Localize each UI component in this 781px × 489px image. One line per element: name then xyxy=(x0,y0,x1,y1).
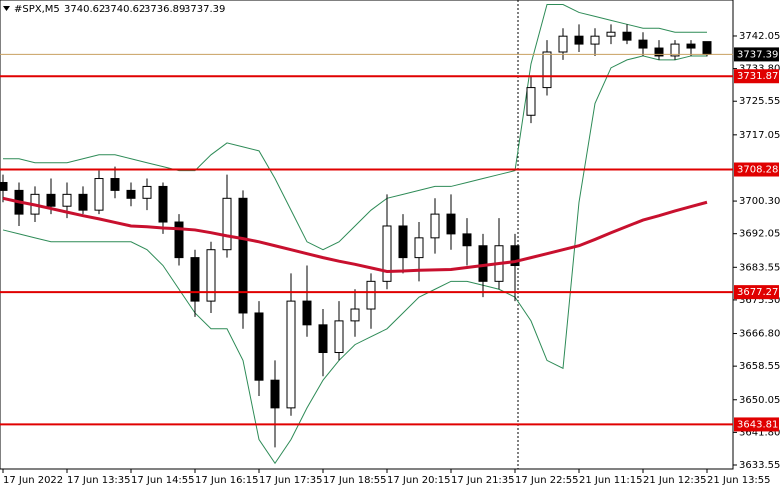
candle-body xyxy=(334,320,344,354)
x-tick-label: 21 Jun 11:15 xyxy=(579,475,643,486)
x-tick-label: 17 Jun 16:15 xyxy=(195,475,259,486)
x-tick-label: 21 Jun 13:55 xyxy=(707,475,771,486)
candle-body xyxy=(78,193,88,211)
candle-body xyxy=(654,47,664,57)
x-tick-label: 17 Jun 20:15 xyxy=(387,475,451,486)
candle-body xyxy=(142,185,152,199)
header-high: 3740.62 xyxy=(104,4,145,15)
candle-body xyxy=(0,181,8,191)
candle-body xyxy=(478,245,488,282)
candle-body xyxy=(574,35,584,45)
level-label-box xyxy=(734,162,779,177)
candle-body xyxy=(558,35,568,53)
lower-band xyxy=(2,55,707,465)
candle-body xyxy=(446,213,456,235)
y-tick-label: 3675.30 xyxy=(739,295,780,306)
x-tick-label: 17 Jun 13:35 xyxy=(67,475,131,486)
level-label: 3708.28 xyxy=(737,165,778,176)
y-tick-label: 3633.55 xyxy=(739,460,780,471)
candle-body xyxy=(302,300,312,326)
candle-body xyxy=(366,280,376,310)
candle-body xyxy=(254,312,264,381)
y-tick-label: 3733.80 xyxy=(739,64,780,75)
candle-body xyxy=(46,193,56,207)
x-tick-label: 17 Jun 21:35 xyxy=(451,475,515,486)
level-label-box xyxy=(734,69,779,84)
y-tick-label: 3692.05 xyxy=(739,229,780,240)
header-close: 3737.39 xyxy=(184,4,225,15)
last-price-label: 3737.39 xyxy=(737,49,778,60)
level-label-box xyxy=(734,417,779,432)
candle-body xyxy=(542,51,552,89)
x-tick-label: 17 Jun 18:55 xyxy=(323,475,387,486)
level-label: 3643.81 xyxy=(737,419,778,430)
x-tick-label: 17 Jun 22:55 xyxy=(515,475,579,486)
candle-body xyxy=(590,35,600,45)
candle-body xyxy=(174,221,184,259)
candle-body xyxy=(238,197,248,314)
candle-body xyxy=(286,300,296,409)
candle-body xyxy=(270,379,280,409)
candle-body xyxy=(190,257,200,302)
header-low: 3736.89 xyxy=(144,4,185,15)
candle-body xyxy=(686,43,696,49)
level-label-box xyxy=(734,285,779,300)
candle-body xyxy=(606,31,616,37)
candle-body xyxy=(702,41,712,55)
candle-body xyxy=(638,39,648,49)
y-tick-label: 3742.05 xyxy=(739,31,780,42)
upper-band xyxy=(3,4,707,251)
candle-body xyxy=(382,225,392,282)
level-label: 3731.87 xyxy=(737,71,778,82)
y-tick-label: 3717.05 xyxy=(739,130,780,141)
candle-body xyxy=(414,237,424,259)
candle-body xyxy=(622,31,632,41)
candle-body xyxy=(222,197,232,251)
y-tick-label: 3683.55 xyxy=(739,262,780,273)
candle-body xyxy=(62,193,72,207)
candle-body xyxy=(670,43,680,57)
candle-body xyxy=(526,87,536,116)
last-price-box xyxy=(734,47,779,62)
candle-body xyxy=(398,225,408,259)
header-open: 3740.62 xyxy=(64,4,105,15)
y-tick-label: 3650.05 xyxy=(739,395,780,406)
candle-body xyxy=(158,185,168,223)
y-tick-label: 3658.55 xyxy=(739,361,780,372)
level-label: 3677.27 xyxy=(737,287,778,298)
chart-title: #SPX,M5 xyxy=(14,4,60,15)
x-tick-label: 17 Jun 14:55 xyxy=(131,475,195,486)
x-tick-label: 17 Jun 2022 xyxy=(3,475,63,486)
x-tick-label: 17 Jun 17:35 xyxy=(259,475,323,486)
menu-arrow[interactable] xyxy=(3,6,10,11)
candle-body xyxy=(126,189,136,199)
y-tick-label: 3641.80 xyxy=(739,427,780,438)
candle-body xyxy=(110,178,120,191)
y-tick-label: 3725.55 xyxy=(739,96,780,107)
candle-body xyxy=(206,249,216,302)
candle-body xyxy=(350,308,360,322)
x-tick-label: 21 Jun 12:35 xyxy=(643,475,707,486)
moving-average xyxy=(2,196,708,273)
plot-frame xyxy=(0,0,734,470)
y-tick-label: 3700.30 xyxy=(739,196,780,207)
y-tick-label: 3666.80 xyxy=(739,329,780,340)
candle-body xyxy=(462,233,472,247)
candle-body xyxy=(94,178,104,211)
candle-body xyxy=(430,213,440,239)
candle-body xyxy=(318,324,328,354)
candle-body xyxy=(510,245,520,267)
